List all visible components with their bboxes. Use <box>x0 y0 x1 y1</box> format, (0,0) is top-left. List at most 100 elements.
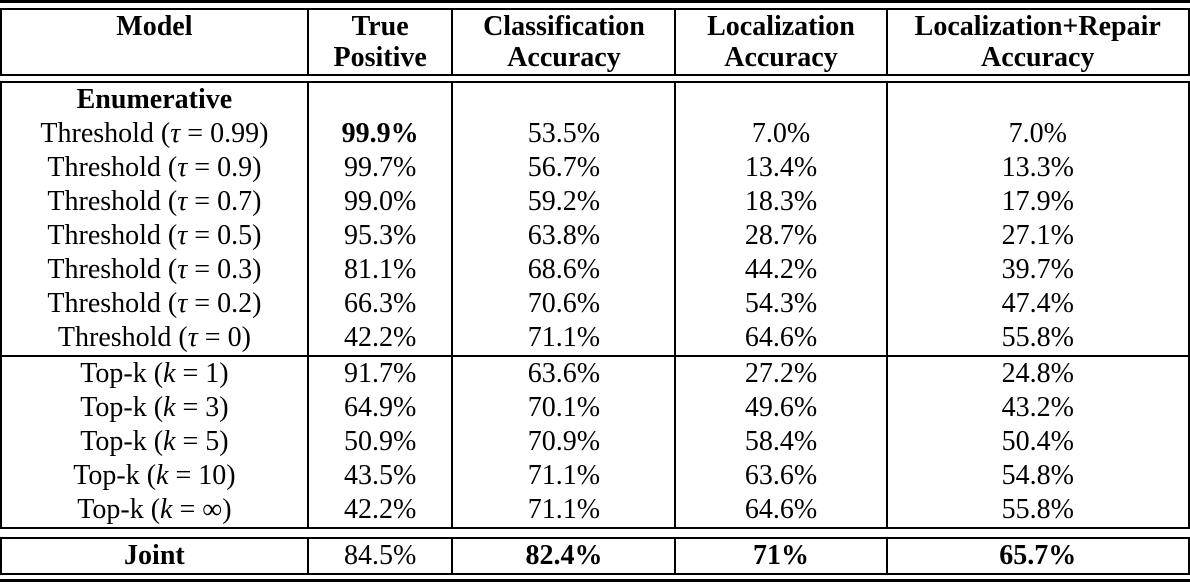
model-cell: Threshold (τ = 0.2) <box>2 287 307 321</box>
value-cell: 50.4% <box>885 425 1188 459</box>
top-outer-rule <box>0 0 1190 3</box>
bottom-outer-rule <box>0 579 1190 582</box>
model-label-text: Top-k ( <box>73 460 157 491</box>
math-variable: k <box>163 358 176 389</box>
value-cell: 95.3% <box>306 219 452 253</box>
model-label-text: = ∞) <box>172 494 232 525</box>
value-cell: 99.9% <box>306 117 452 151</box>
value-cell: 43.5% <box>306 459 452 493</box>
value-cell: 71.1% <box>451 459 674 493</box>
column-header: Localization+Repair Accuracy <box>885 10 1188 74</box>
model-cell: Top-k (k = ∞) <box>2 493 307 527</box>
model-cell: Top-k (k = 1) <box>2 357 307 391</box>
model-label-text: = 5) <box>175 426 229 457</box>
column-header-line: Accuracy <box>980 42 1095 73</box>
value-cell: 27.2% <box>674 357 885 391</box>
value-cell: 64.9% <box>306 391 452 425</box>
table-row: Top-k (k = 1) 91.7% 63.6% 27.2% 24.8% <box>2 355 1188 391</box>
value-cell <box>306 83 452 117</box>
column-header: Classification Accuracy <box>451 10 674 74</box>
model-label-text: = 0.3) <box>187 254 262 285</box>
model-cell: Threshold (τ = 0.9) <box>2 151 307 185</box>
value-cell: 71.1% <box>451 493 674 527</box>
value-cell: 59.2% <box>451 185 674 219</box>
table-row: Threshold (τ = 0.3) 81.1% 68.6% 44.2% 39.7% <box>2 253 1188 287</box>
model-label-text: Top-k ( <box>80 358 164 389</box>
value-cell: 39.7% <box>885 253 1188 287</box>
value-cell: 27.1% <box>885 219 1188 253</box>
model-cell: Threshold (τ = 0.7) <box>2 185 307 219</box>
column-header-line: Classification <box>483 11 645 42</box>
model-label-text: Joint <box>124 540 185 571</box>
table-row: Threshold (τ = 0.9) 99.7% 56.7% 13.4% 13.3% <box>2 151 1188 185</box>
math-variable: τ <box>177 186 188 217</box>
value-cell: 65.7% <box>885 539 1188 573</box>
table-row: Top-k (k = 5) 50.9% 70.9% 58.4% 50.4% <box>2 425 1188 459</box>
model-label-text: = 0.5) <box>187 220 262 251</box>
model-label-text: Top-k ( <box>80 392 164 423</box>
value-cell: 58.4% <box>674 425 885 459</box>
model-label-text: Top-k ( <box>77 494 161 525</box>
model-label-text: = 0.7) <box>187 186 262 217</box>
value-cell: 24.8% <box>885 357 1188 391</box>
column-header: Localization Accuracy <box>674 10 885 74</box>
value-cell: 13.3% <box>885 151 1188 185</box>
value-cell: 63.6% <box>451 357 674 391</box>
value-cell: 47.4% <box>885 287 1188 321</box>
value-cell: 55.8% <box>885 321 1188 355</box>
model-label-text: Enumerative <box>76 84 233 115</box>
column-header: Model <box>2 10 307 74</box>
value-cell: 71.1% <box>451 321 674 355</box>
table-row: Threshold (τ = 0) 42.2% 71.1% 64.6% 55.8% <box>2 321 1188 355</box>
table-row: Threshold (τ = 0.5) 95.3% 63.8% 28.7% 27.1% <box>2 219 1188 253</box>
model-label-text: = 0.9) <box>187 152 262 183</box>
value-cell: 18.3% <box>674 185 885 219</box>
model-label-text: Threshold ( <box>47 186 178 217</box>
value-cell: 42.2% <box>306 321 452 355</box>
math-variable: τ <box>177 288 188 319</box>
value-cell: 91.7% <box>306 357 452 391</box>
model-cell: Threshold (τ = 0.3) <box>2 253 307 287</box>
value-cell: 42.2% <box>306 493 452 527</box>
model-cell: Top-k (k = 3) <box>2 391 307 425</box>
value-cell: 54.8% <box>885 459 1188 493</box>
table-row: Top-k (k = ∞) 42.2% 71.1% 64.6% 55.8% <box>2 493 1188 527</box>
math-variable: k <box>156 460 169 491</box>
header-row: Model True Positive Classification Accuracy L… <box>2 10 1188 74</box>
math-variable: τ <box>177 152 188 183</box>
model-cell: Joint <box>2 539 307 573</box>
model-cell: Threshold (τ = 0.5) <box>2 219 307 253</box>
value-cell: 81.1% <box>306 253 452 287</box>
value-cell: 63.8% <box>451 219 674 253</box>
model-label-text: Threshold ( <box>47 152 178 183</box>
value-cell: 13.4% <box>674 151 885 185</box>
math-variable: k <box>163 392 176 423</box>
value-cell: 28.7% <box>674 219 885 253</box>
math-variable: k <box>163 426 176 457</box>
value-cell: 44.2% <box>674 253 885 287</box>
model-cell: Enumerative <box>2 83 307 117</box>
value-cell: 66.3% <box>306 287 452 321</box>
value-cell: 71% <box>674 539 885 573</box>
column-header-line: Positive <box>333 42 427 73</box>
value-cell: 70.9% <box>451 425 674 459</box>
math-variable: τ <box>187 322 198 353</box>
column-header-line: Localization+Repair <box>914 11 1161 42</box>
column-header: True Positive <box>306 10 452 74</box>
table-row: Top-k (k = 3) 64.9% 70.1% 49.6% 43.2% <box>2 391 1188 425</box>
value-cell: 56.7% <box>451 151 674 185</box>
value-cell: 70.6% <box>451 287 674 321</box>
table-row: Threshold (τ = 0.2) 66.3% 70.6% 54.3% 47.4% <box>2 287 1188 321</box>
model-cell: Threshold (τ = 0.99) <box>2 117 307 151</box>
table-body-box: Enumerative Threshold (τ = 0.99) 99.9% 53.5… <box>0 81 1190 529</box>
math-variable: k <box>160 494 173 525</box>
value-cell: 82.4% <box>451 539 674 573</box>
model-label-text: Threshold ( <box>47 254 178 285</box>
value-cell: 64.6% <box>674 493 885 527</box>
math-variable: τ <box>177 220 188 251</box>
value-cell: 43.2% <box>885 391 1188 425</box>
value-cell: 99.0% <box>306 185 452 219</box>
value-cell: 68.6% <box>451 253 674 287</box>
model-label-text: Threshold ( <box>57 322 188 353</box>
